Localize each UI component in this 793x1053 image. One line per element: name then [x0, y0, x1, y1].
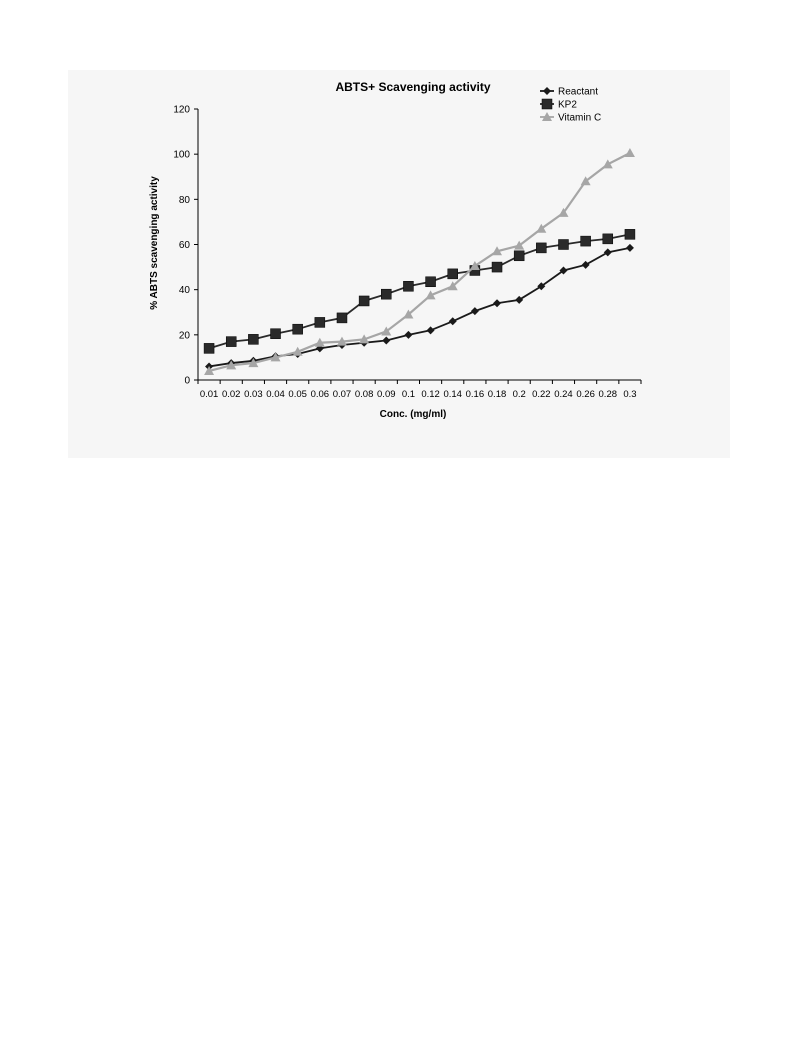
x-tick-label: 0.08 — [355, 389, 374, 400]
data-point — [336, 312, 348, 324]
x-tick-label: 0.03 — [244, 389, 263, 400]
data-point — [514, 240, 525, 250]
y-tick-label: 0 — [184, 376, 190, 387]
y-tick-label: 120 — [173, 105, 190, 116]
x-tick-label: 0.28 — [599, 389, 618, 400]
data-point — [492, 246, 503, 256]
y-tick-label: 60 — [179, 240, 191, 251]
data-point — [580, 235, 591, 247]
data-point — [624, 229, 636, 240]
data-point — [248, 358, 259, 368]
data-point — [536, 223, 547, 233]
x-tick-label: 0.05 — [288, 389, 307, 400]
data-point — [493, 299, 502, 308]
x-tick-label: 0.16 — [466, 389, 485, 400]
data-point — [359, 334, 370, 344]
data-point — [625, 243, 634, 252]
x-tick-label: 0.3 — [623, 389, 636, 400]
data-point — [448, 317, 457, 326]
data-point — [404, 330, 413, 339]
y-axis-label: % ABTS scavenging activity — [149, 176, 160, 310]
data-point — [513, 250, 525, 262]
x-axis-label: Conc. (mg/ml) — [380, 409, 447, 420]
data-point — [558, 207, 569, 217]
chart-figure: ABTS+ Scavenging activity % ABTS scaveng… — [68, 70, 730, 458]
x-tick-label: 0.09 — [377, 389, 396, 400]
data-point — [470, 307, 479, 316]
x-ticks: 0.01 0.02 0.03 0.04 0.05 0.06 0.07 0.08 0.09 0.1 0… — [197, 380, 642, 400]
data-point — [358, 295, 370, 307]
data-point — [581, 260, 590, 269]
x-tick-label: 0.01 — [200, 389, 219, 400]
series-line — [208, 247, 631, 368]
y-tick-label: 80 — [179, 195, 191, 206]
chart-title: ABTS+ Scavenging activity — [335, 80, 490, 94]
data-point — [624, 148, 635, 158]
legend-marker — [541, 98, 553, 110]
data-point — [602, 233, 614, 245]
data-point — [425, 276, 436, 288]
data-point — [447, 281, 458, 291]
data-point — [447, 268, 458, 280]
data-point — [403, 309, 414, 319]
x-tick-label: 0.12 — [421, 389, 440, 400]
data-point — [537, 282, 546, 291]
data-point — [381, 288, 392, 300]
data-point — [559, 266, 568, 275]
x-tick-label: 0.24 — [554, 389, 573, 400]
legend-marker — [542, 112, 552, 121]
y-ticks: 0 20 40 60 80 100 120 — [173, 105, 198, 387]
chart-svg: ABTS+ Scavenging activity % ABTS scaveng… — [149, 80, 642, 420]
data-point — [204, 365, 215, 375]
legend-marker — [543, 87, 551, 95]
data-point — [381, 326, 392, 336]
data-point — [382, 336, 391, 345]
x-tick-label: 0.18 — [488, 389, 507, 400]
data-point — [469, 260, 480, 270]
x-tick-label: 0.02 — [222, 389, 241, 400]
data-point — [203, 343, 215, 354]
series-vitamin-c — [204, 148, 635, 375]
data-point — [270, 328, 281, 339]
data-point — [425, 290, 436, 300]
series-kp2 — [203, 229, 636, 354]
data-point — [558, 239, 569, 250]
data-point — [248, 334, 259, 345]
data-point — [403, 281, 414, 292]
y-tick-label: 100 — [173, 150, 190, 161]
data-point — [515, 295, 524, 304]
data-point — [336, 336, 347, 346]
x-tick-label: 0.22 — [532, 389, 551, 400]
x-tick-label: 0.1 — [402, 389, 415, 400]
y-tick-label: 40 — [179, 285, 191, 296]
data-point — [536, 242, 547, 254]
series-reactant — [205, 243, 634, 371]
data-point — [225, 336, 237, 347]
data-point — [292, 323, 303, 335]
data-point — [314, 317, 326, 328]
data-point — [226, 360, 237, 370]
series-layer — [203, 148, 636, 375]
data-point — [292, 346, 303, 356]
data-point — [602, 159, 613, 169]
x-tick-label: 0.26 — [576, 389, 595, 400]
x-tick-label: 0.04 — [266, 389, 285, 400]
data-point — [426, 326, 435, 335]
data-point — [603, 248, 612, 257]
x-tick-label: 0.14 — [443, 389, 462, 400]
data-point — [491, 261, 503, 273]
legend-label: Vitamin C — [558, 113, 601, 124]
data-point — [270, 352, 281, 362]
data-point — [314, 337, 325, 347]
legend: Reactant KP2 Vitamin C — [540, 87, 601, 124]
legend-label: Reactant — [558, 87, 598, 98]
x-tick-label: 0.06 — [311, 389, 330, 400]
legend-label: KP2 — [558, 100, 577, 111]
x-tick-label: 0.07 — [333, 389, 352, 400]
x-tick-label: 0.2 — [513, 389, 526, 400]
y-tick-label: 20 — [179, 330, 191, 341]
data-point — [580, 176, 591, 186]
